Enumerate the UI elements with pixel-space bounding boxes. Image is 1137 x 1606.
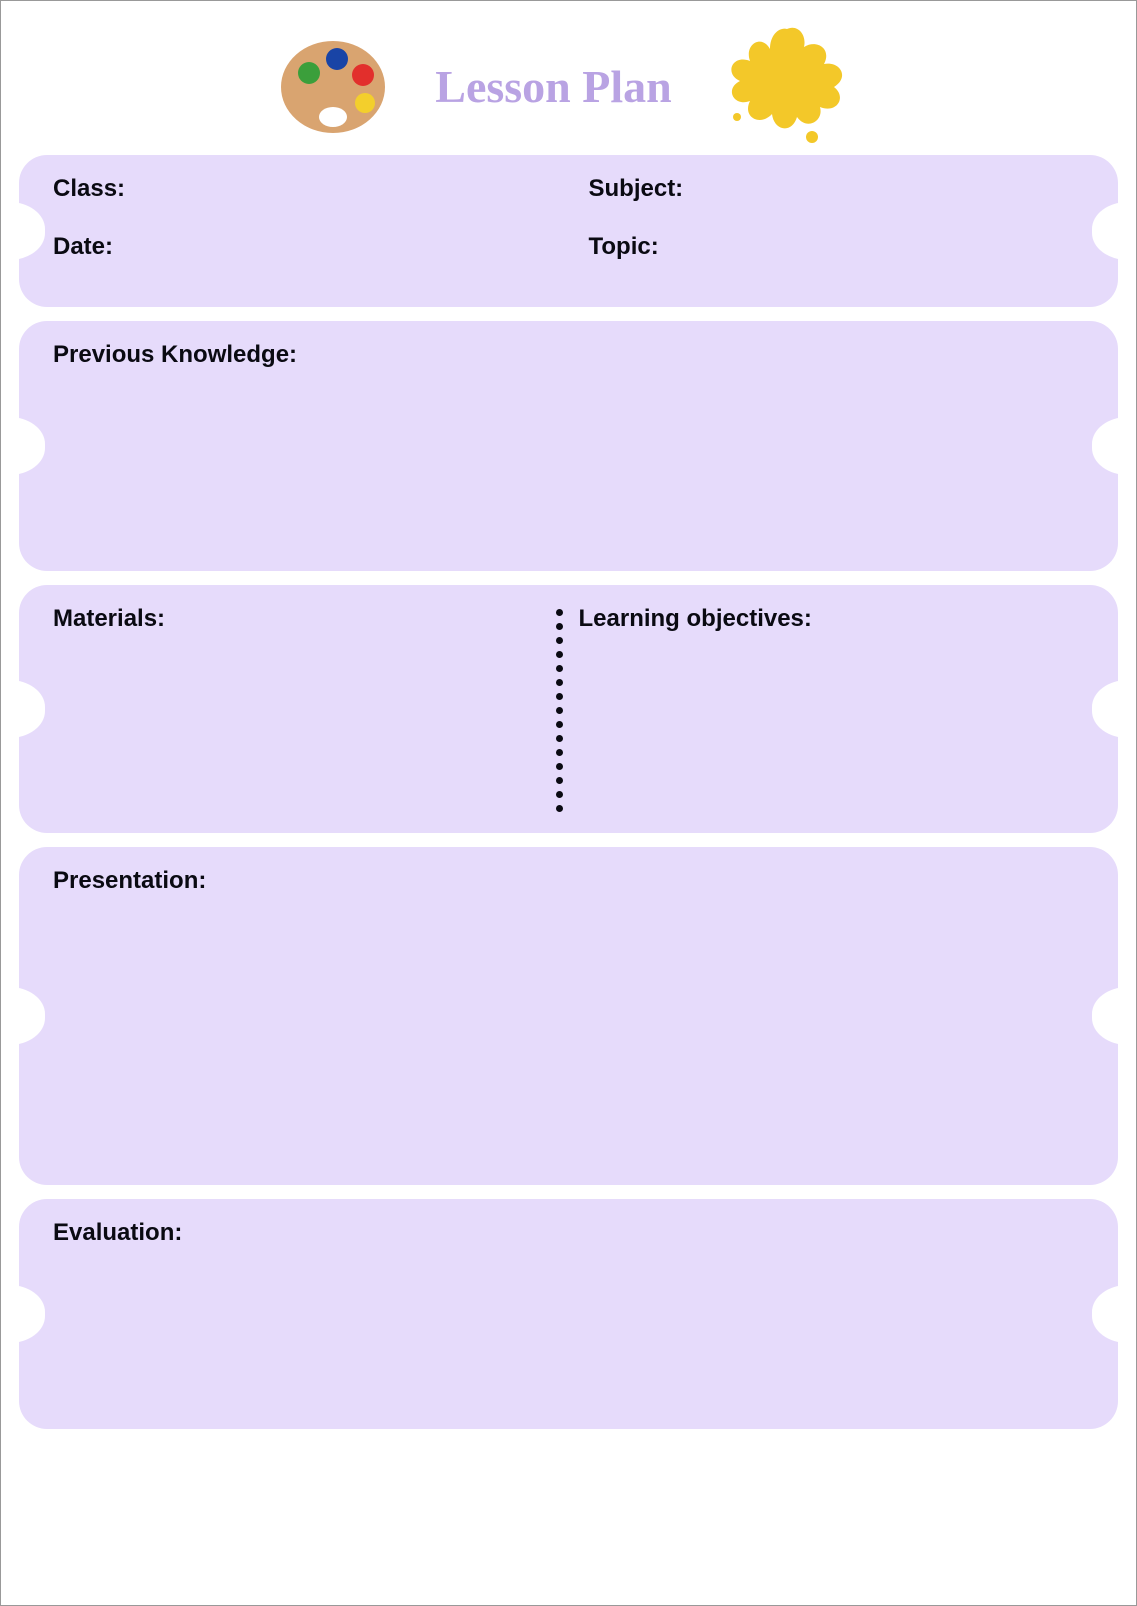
dotted-divider [559, 605, 561, 813]
materials-objectives-card: Materials: Learning objectives: [19, 585, 1118, 833]
presentation-label: Presentation: [53, 867, 206, 894]
topic-label: Topic: [589, 233, 659, 260]
class-label: Class: [53, 175, 125, 202]
presentation-card: Presentation: [19, 847, 1118, 1185]
evaluation-label: Evaluation: [53, 1219, 182, 1246]
previous-knowledge-label: Previous Knowledge: [53, 341, 297, 368]
info-card: Class: Subject: Date: Topic: [19, 155, 1118, 307]
materials-label: Materials: [53, 605, 165, 632]
subject-label: Subject: [589, 175, 684, 202]
palette-icon [275, 29, 395, 144]
paint-splat-icon [712, 19, 862, 154]
learning-objectives-label: Learning objectives: [579, 605, 812, 632]
page-title: Lesson Plan [435, 60, 671, 113]
evaluation-card: Evaluation: [19, 1199, 1118, 1429]
previous-knowledge-card: Previous Knowledge: [19, 321, 1118, 571]
header: Lesson Plan [11, 31, 1126, 141]
date-label: Date: [53, 233, 113, 260]
